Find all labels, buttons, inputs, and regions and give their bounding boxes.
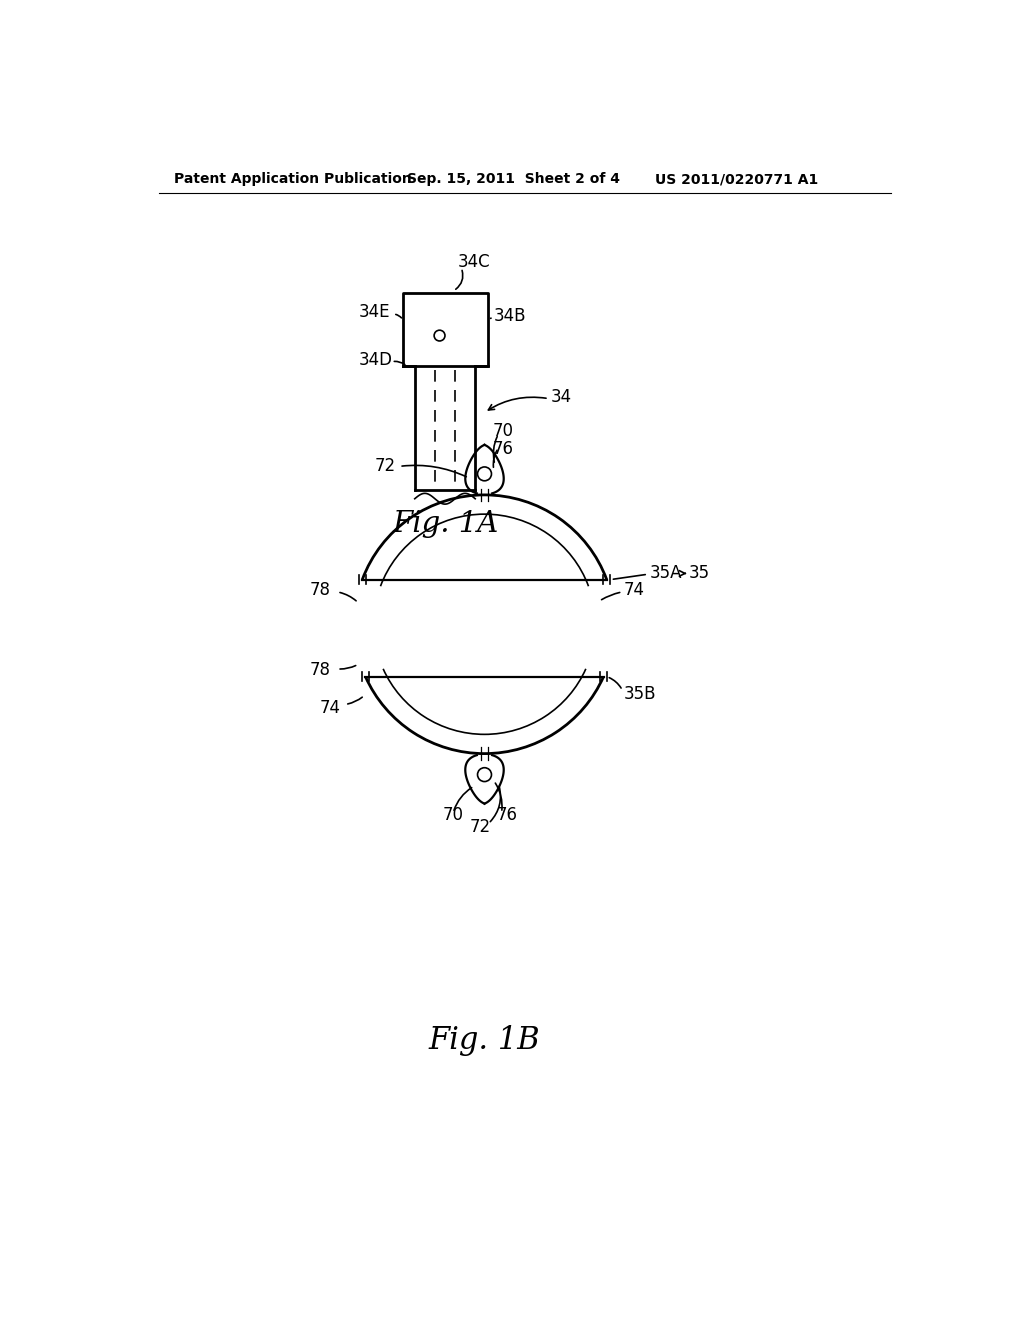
Text: US 2011/0220771 A1: US 2011/0220771 A1 <box>655 172 818 186</box>
Text: 34E: 34E <box>359 304 390 321</box>
Text: 76: 76 <box>493 440 513 458</box>
Text: 70: 70 <box>442 807 464 824</box>
Text: 72: 72 <box>470 818 492 836</box>
Text: Sep. 15, 2011  Sheet 2 of 4: Sep. 15, 2011 Sheet 2 of 4 <box>407 172 620 186</box>
Text: Fig. 1B: Fig. 1B <box>429 1024 541 1056</box>
Text: 72: 72 <box>374 457 395 475</box>
Text: 78: 78 <box>309 661 331 680</box>
Text: 74: 74 <box>319 700 340 717</box>
Text: 35B: 35B <box>624 685 656 702</box>
Text: 35A: 35A <box>649 565 682 582</box>
Text: 78: 78 <box>309 581 331 598</box>
Text: 34B: 34B <box>494 308 526 325</box>
Text: 34C: 34C <box>458 253 490 272</box>
Text: 70: 70 <box>493 422 513 440</box>
Text: 76: 76 <box>496 807 517 824</box>
Text: 34: 34 <box>550 388 571 407</box>
Text: 34D: 34D <box>359 351 393 370</box>
Text: 35: 35 <box>688 565 710 582</box>
Text: Patent Application Publication: Patent Application Publication <box>174 172 413 186</box>
Text: 74: 74 <box>624 581 645 598</box>
Text: Fig. 1A: Fig. 1A <box>392 510 499 539</box>
